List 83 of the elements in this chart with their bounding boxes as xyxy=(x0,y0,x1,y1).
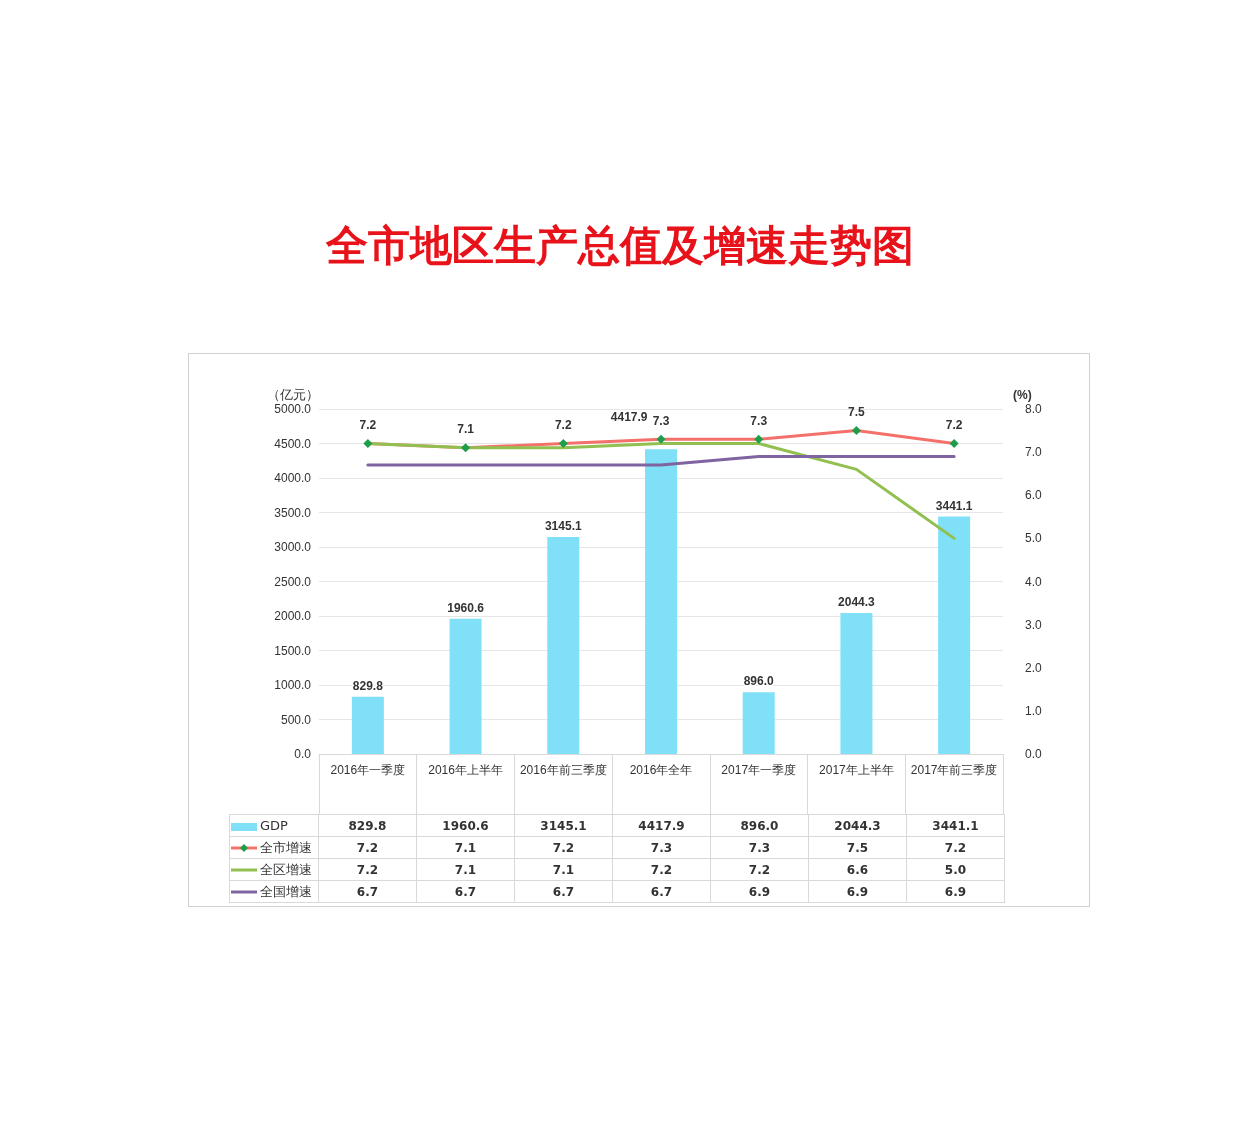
x-tick-label: 2016年上半年 xyxy=(428,762,503,777)
y2-tick-label: 0.0 xyxy=(1025,747,1043,761)
y2-tick-label: 2.0 xyxy=(1025,660,1043,675)
data-label: 7.1 xyxy=(416,858,515,881)
data-label: 6.7 xyxy=(318,880,417,903)
text: 3441.1 xyxy=(935,498,973,513)
bar xyxy=(938,516,971,754)
text: 1960.6 xyxy=(447,600,484,615)
y-tick-label: 0.0 xyxy=(294,747,312,761)
data-label: 2044.3 xyxy=(808,814,907,837)
y-tick-label: 3500.0 xyxy=(274,505,312,520)
data-label: 6.9 xyxy=(906,880,1005,903)
legend-label: 全区增速 xyxy=(260,861,312,877)
y2-tick-label: 1.0 xyxy=(1025,703,1043,718)
legend-label: 全国增速 xyxy=(260,883,312,899)
data-label: 1960.6 xyxy=(416,814,515,837)
y-tick-label: 1000.0 xyxy=(274,678,312,692)
y-axis-title: （亿元） xyxy=(267,387,319,402)
text: 7.2 xyxy=(945,418,963,432)
y-tick-label: 4000.0 xyxy=(274,471,312,485)
data-label: 7.2 xyxy=(612,858,711,881)
y2-axis-title: (%) xyxy=(1013,388,1032,402)
bar xyxy=(351,696,384,754)
text: 7.2 xyxy=(359,418,377,432)
data-label: 829.8 xyxy=(318,814,417,837)
y-tick-label: 500.0 xyxy=(280,712,312,727)
data-label: 7.1 xyxy=(416,836,515,859)
x-tick-label: 2016年前三季度 xyxy=(519,762,607,777)
data-label: 6.9 xyxy=(710,880,809,903)
data-label: 6.7 xyxy=(612,880,711,903)
y2-tick-label: 6.0 xyxy=(1025,488,1043,503)
x-tick-label: 2017年前三季度 xyxy=(910,762,998,777)
bar xyxy=(547,536,580,754)
data-label: 5.0 xyxy=(906,858,1005,881)
bar xyxy=(449,618,482,754)
x-tick-label: 2016年一季度 xyxy=(330,762,406,777)
bar xyxy=(742,692,775,754)
y-tick-label: 2500.0 xyxy=(274,574,312,589)
y-tick-label: 2000.0 xyxy=(274,609,312,623)
y-tick-label: 4500.0 xyxy=(274,436,312,451)
bar xyxy=(645,449,677,754)
chart-title: 全市地区生产总值及增速走势图 xyxy=(325,220,915,272)
bar xyxy=(840,612,873,754)
x-tick-label: 2017年上半年 xyxy=(819,762,894,777)
text: 4417.9 xyxy=(610,410,648,425)
data-label: 4417.9 xyxy=(612,814,711,837)
x-tick-label: 2016年全年 xyxy=(629,762,693,777)
data-label: 6.7 xyxy=(416,880,515,903)
text: 829.8 xyxy=(352,678,383,693)
y2-tick-label: 5.0 xyxy=(1025,531,1043,546)
data-label: 7.5 xyxy=(808,836,907,859)
text: 896.0 xyxy=(743,674,774,689)
text: 7.3 xyxy=(652,413,670,428)
data-label: 7.1 xyxy=(514,858,613,881)
y-tick-label: 3000.0 xyxy=(274,540,312,554)
data-label: 6.9 xyxy=(808,880,907,903)
text: 7.1 xyxy=(457,422,474,437)
legend-label: 全市增速 xyxy=(260,839,312,855)
y-tick-label: 1500.0 xyxy=(274,643,312,658)
data-label: 7.3 xyxy=(612,836,711,859)
data-label: 7.2 xyxy=(710,858,809,881)
y2-tick-label: 4.0 xyxy=(1025,574,1043,589)
data-label: 7.3 xyxy=(710,836,809,859)
data-label: 3441.1 xyxy=(906,814,1005,837)
data-label: 7.2 xyxy=(318,858,417,881)
y2-tick-label: 7.0 xyxy=(1025,445,1043,460)
text: 2044.3 xyxy=(838,594,875,609)
text: 7.2 xyxy=(554,418,572,432)
data-label: 7.2 xyxy=(906,836,1005,859)
data-label: 6.6 xyxy=(808,858,907,881)
text: 7.3 xyxy=(750,413,768,428)
y2-tick-label: 3.0 xyxy=(1025,617,1043,632)
data-label: 896.0 xyxy=(710,814,809,837)
x-tick-label: 2017年一季度 xyxy=(721,762,797,777)
data-label: 3145.1 xyxy=(514,814,613,837)
data-label: 6.7 xyxy=(514,880,613,903)
y2-tick-label: 8.0 xyxy=(1025,402,1043,416)
text: 7.5 xyxy=(848,405,865,420)
legend-label: GDP xyxy=(260,818,288,833)
data-label: 7.2 xyxy=(514,836,613,859)
data-label: 7.2 xyxy=(318,836,417,859)
y-tick-label: 5000.0 xyxy=(274,402,312,416)
text: 3145.1 xyxy=(544,518,582,533)
